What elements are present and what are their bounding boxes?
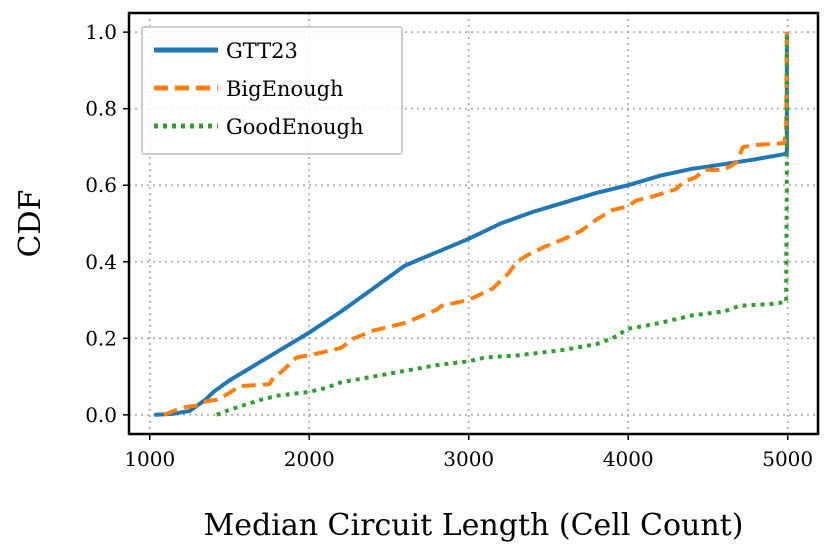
x-tick-label: 2000: [284, 447, 335, 471]
y-tick-label: 1.0: [85, 20, 117, 44]
legend: GTT23 BigEnough GoodEnough: [141, 26, 403, 155]
y-tick-label: 0.6: [85, 173, 117, 197]
series-line-goodenough: [215, 32, 789, 417]
x-tick-label: 3000: [443, 447, 494, 471]
x-axis-ticks: 1000 2000 3000 4000 5000: [124, 434, 813, 471]
y-axis-title: CDF: [13, 190, 48, 258]
series-layer: [154, 32, 789, 417]
y-axis-ticks: 0.0 0.2 0.4 0.6 0.8 1.0: [85, 20, 129, 427]
x-axis-title: Median Circuit Length (Cell Count): [204, 508, 744, 543]
legend-box: [141, 26, 403, 155]
y-tick-label: 0.0: [85, 403, 117, 427]
series-line-bigenough: [163, 32, 789, 417]
x-tick-label: 1000: [124, 447, 175, 471]
x-tick-label: 4000: [603, 447, 654, 471]
y-tick-label: 0.8: [85, 97, 117, 121]
x-tick-label: 5000: [762, 447, 813, 471]
y-tick-label: 0.2: [85, 326, 117, 350]
legend-label-goodenough: GoodEnough: [226, 115, 364, 139]
legend-label-gtt23: GTT23: [226, 39, 298, 63]
y-tick-label: 0.4: [85, 250, 117, 274]
plot-frame: [127, 11, 820, 436]
series-line-gtt23: [154, 32, 789, 417]
legend-label-bigenough: BigEnough: [226, 77, 344, 101]
